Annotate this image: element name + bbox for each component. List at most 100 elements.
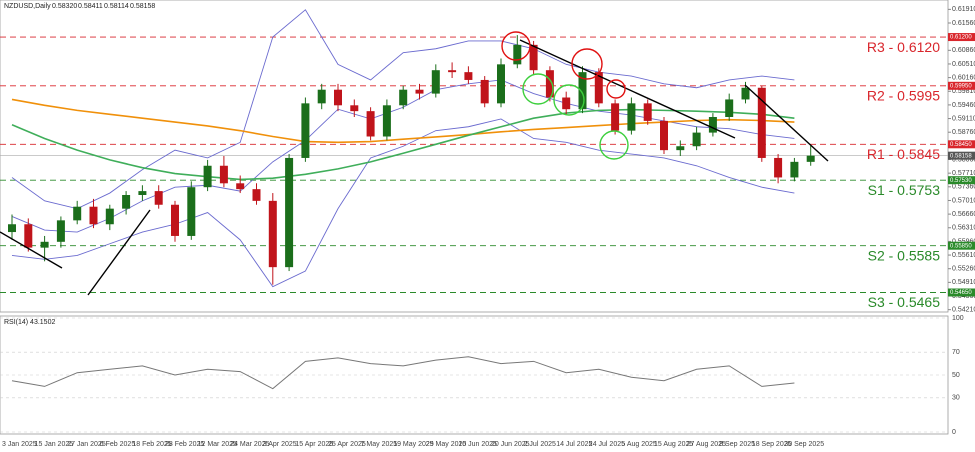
x-tick-label: 24 Jul 2025 [589, 441, 625, 448]
x-tick-label: 2 Jul 2025 [524, 441, 556, 448]
candle-body [692, 132, 701, 147]
candle-body [301, 103, 310, 158]
x-tick-label: 27 Aug 2025 [687, 441, 726, 448]
rsi-tick-label: 50 [952, 372, 960, 379]
x-tick-label: 6 Feb 2025 [100, 441, 136, 448]
trend-line [87, 209, 151, 296]
level-tag-box [948, 33, 975, 42]
x-tick-label: 20 Jun 2025 [491, 441, 530, 448]
candle-body [382, 105, 391, 137]
header-close: 0.58158 [130, 3, 155, 10]
candle-body [529, 44, 538, 71]
candle-body [562, 97, 571, 110]
y-tick-label: 0.57010 [952, 197, 975, 204]
x-tick-label: 15 Jan 2025 [35, 441, 74, 448]
y-tick-label: 0.54910 [952, 279, 975, 286]
candle-body [627, 103, 636, 131]
y-tick-label: 0.60160 [952, 74, 975, 81]
x-tick-label: 25 Apr 2025 [328, 441, 366, 448]
y-tick-label: 0.60510 [952, 61, 975, 68]
highlight-circle [553, 84, 585, 116]
level-tag: 0.61200 [950, 35, 972, 41]
x-tick-label: 3 Jan 2025 [2, 441, 37, 448]
rsi-panel [0, 315, 949, 435]
candle-body [122, 195, 131, 209]
rsi-tick-label: 0 [952, 429, 956, 436]
rsi-tick-label: 100 [952, 315, 964, 322]
y-tick-label: 0.59460 [952, 102, 975, 109]
header-high: 0.58411 [78, 3, 103, 10]
x-tick-label: 15 Apr 2025 [295, 441, 333, 448]
candle-body [8, 224, 16, 233]
header-low: 0.58114 [104, 3, 129, 10]
candle-body [448, 70, 457, 73]
main-panel [0, 0, 949, 313]
candle-body [660, 120, 668, 151]
y-tick-label: 0.57710 [952, 170, 975, 177]
level-label: S2 - 0.5585 [868, 247, 941, 263]
x-tick-label: 24 Mar 2025 [230, 441, 269, 448]
candle-body [611, 103, 620, 131]
y-tick-label: 0.60860 [952, 47, 975, 54]
candle-body [545, 70, 554, 98]
x-tick-label: 14 Jul 2025 [556, 441, 592, 448]
level-label: R1 - 0.5845 [867, 146, 940, 162]
y-tick-label: 0.58060 [952, 156, 975, 163]
candle-body [138, 191, 147, 195]
candle-body [790, 161, 799, 178]
y-tick-label: 0.56310 [952, 225, 975, 232]
x-tick-label: 5 Aug 2025 [621, 441, 657, 448]
trend-line [0, 231, 63, 269]
y-tick-label: 0.55610 [952, 252, 975, 259]
candle-body [708, 117, 717, 133]
candle-body [643, 103, 652, 121]
candle-body [366, 111, 375, 137]
last-price-box [948, 151, 975, 160]
candle-body [203, 165, 212, 188]
level-tag: 0.58450 [950, 142, 972, 148]
x-tick-label: 10 Jun 2025 [458, 441, 497, 448]
x-tick-label: 18 Feb 2025 [132, 441, 171, 448]
annotations [0, 31, 829, 296]
candle-body [513, 44, 522, 65]
trend-line [744, 84, 829, 162]
candle-body [774, 157, 783, 178]
highlight-circle [599, 130, 629, 160]
candle-body [89, 206, 98, 225]
y-tick-label: 0.59110 [952, 115, 975, 122]
level-tag-box [948, 140, 975, 149]
chart-title: NZDUSD,Daily [4, 3, 51, 10]
level-tag: 0.54650 [950, 290, 972, 296]
trend-line [519, 39, 736, 139]
candle-body [725, 99, 734, 117]
indicator-line [11, 118, 795, 288]
y-tick-label: 0.59810 [952, 88, 975, 95]
indicator-line [11, 9, 795, 210]
rsi-tick-label: 30 [952, 395, 960, 402]
candle-body [187, 187, 196, 236]
candle-body [154, 191, 163, 205]
x-tick-label: 3 Apr 2025 [263, 441, 297, 448]
y-tick-label: 0.54210 [952, 307, 975, 314]
candle-body [252, 189, 261, 201]
y-tick-label: 0.58760 [952, 129, 975, 136]
y-tick-label: 0.61560 [952, 20, 975, 27]
candle-body [480, 79, 489, 104]
header-open: 0.58320 [52, 3, 77, 10]
candle-body [40, 241, 49, 248]
candle-body [317, 89, 326, 104]
candle-body [236, 183, 245, 190]
x-tick-label: 12 Mar 2025 [198, 441, 237, 448]
x-tick-label: 28 Feb 2025 [165, 441, 204, 448]
plot-layer [0, 9, 948, 293]
x-tick-label: 15 Aug 2025 [654, 441, 693, 448]
x-tick-label: 19 May 2025 [393, 441, 434, 448]
candle-body [741, 87, 750, 100]
candle-body [73, 206, 82, 221]
candle-body [350, 105, 359, 112]
candle-body [806, 155, 815, 162]
indicator-line [11, 108, 795, 181]
x-tick-label: 18 Sep 2025 [752, 441, 792, 448]
level-tag-box [948, 176, 975, 185]
highlight-circle [571, 48, 603, 80]
